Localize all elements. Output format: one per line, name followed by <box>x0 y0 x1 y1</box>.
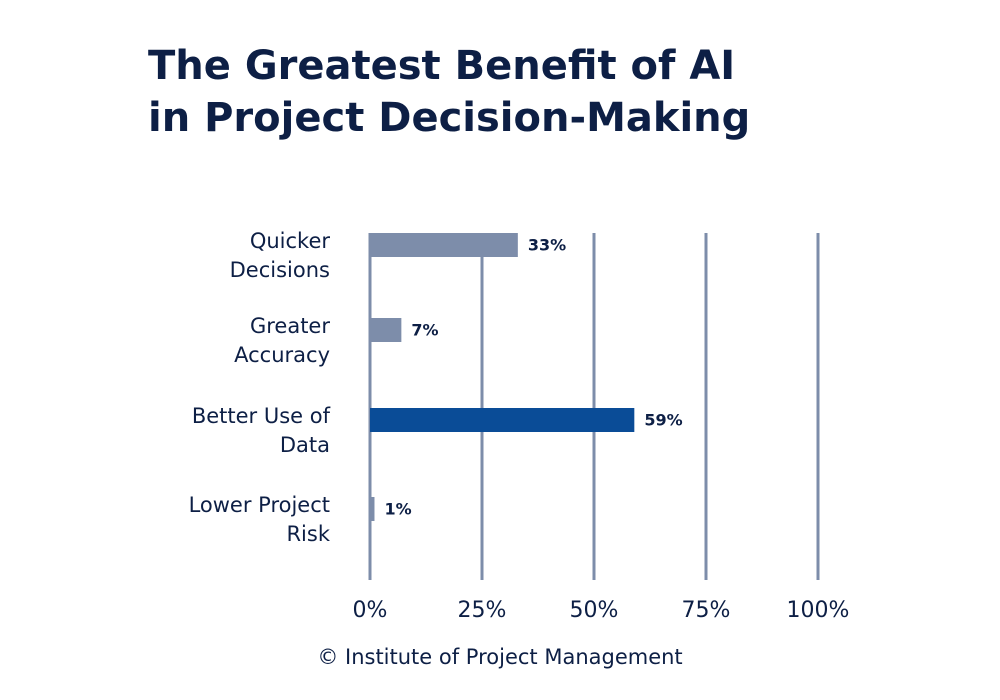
bar <box>370 318 402 342</box>
y-tick-label: Quicker Decisions <box>229 229 330 282</box>
y-tick-label: Greater Accuracy <box>234 314 330 367</box>
source: © Institute of Project Management <box>317 645 683 669</box>
x-tick-label: 0% <box>353 598 388 623</box>
x-tick-label: 100% <box>787 598 850 623</box>
bar <box>370 497 375 521</box>
bar <box>370 408 635 432</box>
x-tick-label: 75% <box>682 598 731 623</box>
value-label: 1% <box>384 500 411 519</box>
y-tick-label: Better Use of Data <box>191 404 330 457</box>
value-label: 59% <box>644 411 682 430</box>
x-tick-label: 50% <box>570 598 619 623</box>
chart-title: The Greatest Benefit of AI in Project De… <box>148 43 751 141</box>
value-label: 33% <box>528 236 566 255</box>
y-tick-label: Lower Project Risk <box>188 493 330 546</box>
bar <box>370 233 518 257</box>
x-tick-label: 25% <box>458 598 507 623</box>
value-label: 7% <box>411 321 438 340</box>
